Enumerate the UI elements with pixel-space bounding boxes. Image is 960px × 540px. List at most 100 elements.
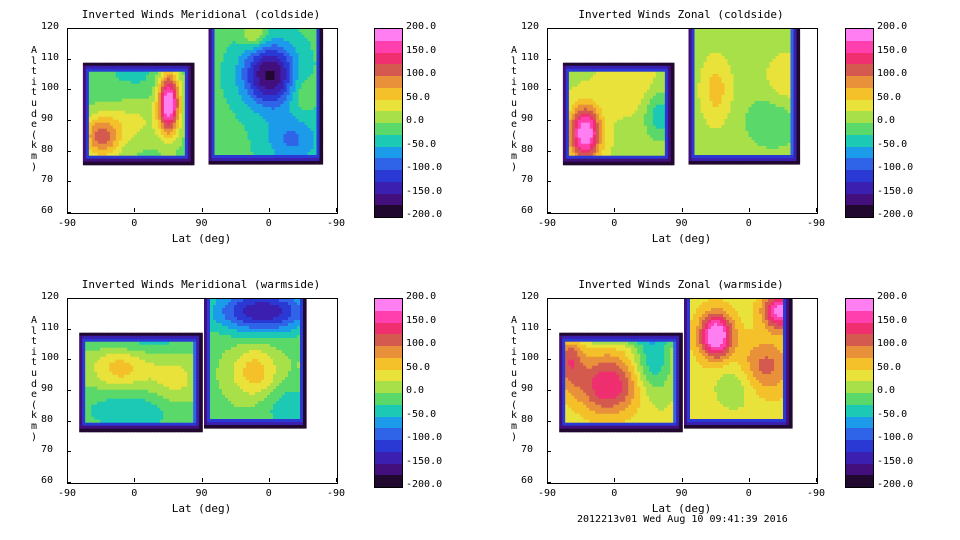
contour-cell: [571, 86, 576, 91]
contour-cell: [646, 140, 651, 145]
contour-cell: [232, 158, 237, 162]
contour-cell: [727, 50, 732, 54]
contour-cell: [124, 89, 129, 94]
contour-cell: [289, 101, 294, 105]
contour-cell: [700, 50, 705, 54]
contour-cell: [166, 143, 171, 148]
contour-cell: [574, 101, 579, 106]
contour-cell: [283, 101, 288, 105]
contour-cell: [292, 32, 297, 36]
contour-cell: [136, 122, 141, 127]
contour-cell: [166, 155, 171, 160]
contour-cell: [238, 47, 243, 51]
contour-cell: [634, 101, 639, 106]
contour-cell: [214, 77, 219, 81]
contour-cell: [259, 86, 264, 90]
contour-cell: [157, 86, 162, 91]
contour-cell: [631, 62, 636, 67]
contour-cell: [313, 119, 318, 123]
contour-cell: [706, 137, 711, 141]
contour-cell: [622, 152, 627, 157]
contour-cell: [316, 122, 321, 126]
contour-cell: [118, 110, 123, 115]
contour-cell: [319, 119, 324, 123]
contour-cell: [154, 86, 159, 91]
contour-cell: [601, 122, 606, 127]
contour-cell: [589, 116, 594, 121]
contour-cell: [220, 62, 225, 66]
contour-cell: [247, 149, 252, 153]
contour-cell: [595, 161, 600, 166]
contour-cell: [715, 41, 720, 45]
contour-cell: [163, 140, 168, 145]
contour-cell: [733, 98, 738, 102]
contour-cell: [97, 128, 102, 133]
contour-cell: [307, 110, 312, 114]
contour-cell: [298, 134, 303, 138]
contour-cell: [151, 65, 156, 70]
contour-cell: [565, 89, 570, 94]
contour-cell: [262, 158, 267, 162]
contour-cell: [577, 113, 582, 118]
contour-cell: [226, 122, 231, 126]
contour-cell: [250, 29, 255, 33]
contour-cell: [646, 143, 651, 148]
contour-cell: [715, 122, 720, 126]
contour-cell: [88, 143, 93, 148]
contour-cell: [706, 95, 711, 99]
contour-cell: [157, 89, 162, 94]
contour-cell: [730, 116, 735, 120]
contour-cell: [640, 122, 645, 127]
contour-cell: [313, 101, 318, 105]
contour-cell: [634, 158, 639, 163]
contour-cell: [229, 41, 234, 45]
contour-cell: [619, 161, 624, 166]
contour-cell: [715, 116, 720, 120]
contour-cell: [307, 149, 312, 153]
contour-cell: [730, 161, 735, 165]
contour-cell: [187, 161, 192, 166]
contour-cell: [256, 89, 261, 93]
contour-cell: [634, 98, 639, 103]
contour-cell: [121, 71, 126, 76]
contour-cell: [640, 95, 645, 100]
contour-cell: [664, 71, 669, 76]
colorbar-segment: [375, 158, 402, 171]
contour-cell: [103, 98, 108, 103]
contour-cell: [154, 119, 159, 124]
contour-cell: [226, 110, 231, 114]
contour-cell: [256, 47, 261, 51]
contour-cell: [319, 155, 324, 159]
contour-cell: [130, 146, 135, 151]
contour-cell: [271, 116, 276, 120]
contour-cell: [595, 98, 600, 103]
contour-cell: [286, 113, 291, 117]
contour-cell: [241, 122, 246, 126]
contour-cell: [613, 125, 618, 130]
contour-cell: [97, 140, 102, 145]
contour-cell: [577, 152, 582, 157]
contour-cell: [694, 92, 699, 96]
contour-cell: [127, 140, 132, 145]
contour-cell: [115, 107, 120, 112]
contour-cell: [265, 152, 270, 156]
contour-cell: [259, 146, 264, 150]
contour-cell: [178, 161, 183, 166]
contour-cell: [262, 77, 267, 81]
contour-cell: [259, 113, 264, 117]
contour-cell: [598, 146, 603, 151]
contour-cell: [181, 134, 186, 139]
contour-cell: [694, 152, 699, 156]
contour-cell: [127, 71, 132, 76]
contour-cell: [637, 149, 642, 154]
contour-cell: [697, 38, 702, 42]
contour-cell: [601, 65, 606, 70]
contour-cell: [166, 74, 171, 79]
contour-cell: [670, 122, 675, 127]
contour-cell: [118, 104, 123, 109]
contour-cell: [256, 134, 261, 138]
contour-cell: [148, 86, 153, 91]
contour-cell: [709, 158, 714, 162]
contour-cell: [175, 134, 180, 139]
contour-cell: [667, 83, 672, 88]
